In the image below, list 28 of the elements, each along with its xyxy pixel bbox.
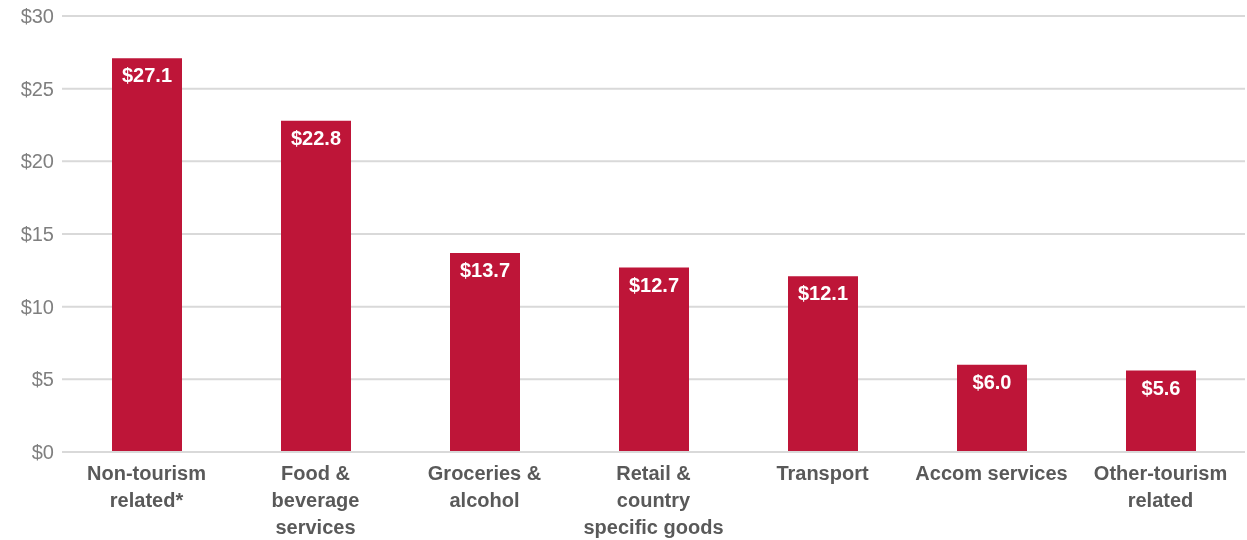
y-tick-label: $25 [20,77,54,100]
x-tick-label: Non-tourism related* [87,462,206,511]
y-tick-label: $15 [20,223,54,246]
data-label: $6.0 [972,371,1012,393]
x-tick-label: Transport [776,462,869,484]
data-label: $13.7 [459,259,511,282]
data-label: $12.1 [797,282,849,305]
y-tick-label: $0 [31,441,54,464]
bar [1126,370,1196,452]
bar [112,58,182,452]
bar [450,252,520,452]
x-tick-label: Other-tourism related [1093,462,1228,511]
bar [788,276,858,452]
data-label: $12.7 [628,273,680,296]
y-tick-label: $30 [20,5,54,28]
x-tick-label: Groceries & alcohol [427,462,542,511]
bar [281,120,351,452]
bar [619,267,689,452]
data-label: $5.6 [1141,376,1181,399]
data-label: $22.8 [290,126,342,149]
y-tick-label: $10 [20,295,54,318]
data-label: $27.1 [121,64,173,87]
y-tick-label: $5 [31,368,54,391]
y-tick-label: $20 [20,150,54,173]
x-tick-label: Retail & country specific goods [583,462,724,538]
x-tick-label: Accom services [915,462,1068,484]
x-tick-label: Food & beverage services [271,462,360,538]
bar [957,364,1027,452]
